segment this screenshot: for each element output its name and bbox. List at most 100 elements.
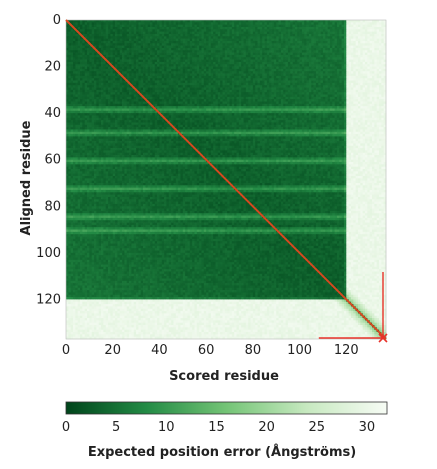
heatmap-cell <box>82 45 86 49</box>
heatmap-cell <box>297 75 300 79</box>
heatmap-cell <box>217 68 221 72</box>
heatmap-cell <box>364 82 368 86</box>
heatmap-cell <box>339 24 342 28</box>
heatmap-cell <box>91 22 95 26</box>
heatmap-cell <box>147 54 151 58</box>
heatmap-cell <box>196 71 200 74</box>
heatmap-cell <box>264 80 268 84</box>
heatmap-cell <box>182 64 186 67</box>
heatmap-cell <box>315 71 319 74</box>
heatmap-cell <box>210 103 214 107</box>
heatmap-cell <box>371 26 375 30</box>
heatmap-cell <box>327 66 331 70</box>
heatmap-cell <box>297 50 300 53</box>
heatmap-cell <box>299 40 303 44</box>
heatmap-cell <box>131 24 135 28</box>
heatmap-cell <box>126 94 130 98</box>
heatmap-cell <box>357 59 361 63</box>
heatmap-cell <box>255 29 258 32</box>
heatmap-cell <box>110 33 114 37</box>
heatmap-cell <box>110 22 114 26</box>
heatmap-cell <box>318 36 321 39</box>
heatmap-cell <box>283 24 286 28</box>
heatmap-cell <box>70 40 74 44</box>
heatmap-cell <box>266 85 270 88</box>
heatmap-cell <box>199 64 202 67</box>
heatmap-cell <box>185 38 188 42</box>
heatmap-cell <box>334 24 338 28</box>
heatmap-cell <box>173 57 177 60</box>
heatmap-cell <box>252 68 256 72</box>
heatmap-cell <box>222 78 226 81</box>
heatmap-cell <box>185 73 188 77</box>
heatmap-cell <box>304 78 307 81</box>
heatmap-cell <box>173 36 177 39</box>
heatmap-cell <box>248 68 251 72</box>
heatmap-cell <box>348 78 352 81</box>
heatmap-cell <box>243 26 247 30</box>
heatmap-cell <box>96 57 100 60</box>
heatmap-cell <box>68 26 72 30</box>
heatmap-cell <box>318 92 321 95</box>
heatmap-cell <box>283 89 286 93</box>
heatmap-cell <box>353 78 356 81</box>
heatmap-cell <box>189 36 193 39</box>
heatmap-cell <box>364 66 368 70</box>
heatmap-cell <box>311 61 314 65</box>
heatmap-cell <box>210 50 214 53</box>
heatmap-cell <box>157 82 160 86</box>
heatmap-cell <box>129 61 132 65</box>
heatmap-cell <box>259 101 263 105</box>
heatmap-cell <box>171 92 174 95</box>
heatmap-cell <box>154 64 158 67</box>
heatmap-cell <box>264 94 268 98</box>
heatmap-cell <box>150 52 153 56</box>
heatmap-cell <box>80 38 83 42</box>
heatmap-cell <box>308 99 312 102</box>
heatmap-cell <box>206 20 209 23</box>
heatmap-cell <box>189 75 193 79</box>
heatmap-cell <box>75 43 79 46</box>
heatmap-cell <box>280 75 284 79</box>
heatmap-cell <box>129 101 132 105</box>
heatmap-cell <box>112 31 116 35</box>
heatmap-cell <box>262 38 265 42</box>
heatmap-cell <box>189 54 193 58</box>
heatmap-cell <box>308 52 312 56</box>
heatmap-cell <box>290 89 293 93</box>
heatmap-cell <box>343 31 347 35</box>
heatmap-cell <box>276 89 279 93</box>
heatmap-cell <box>334 96 338 100</box>
heatmap-cell <box>77 71 81 74</box>
heatmap-cell <box>161 24 165 28</box>
heatmap-cell <box>112 61 116 65</box>
heatmap-cell <box>367 68 370 72</box>
heatmap-cell <box>227 40 230 44</box>
heatmap-cell <box>294 73 298 77</box>
heatmap-cell <box>222 20 226 23</box>
heatmap-cell <box>173 80 177 84</box>
heatmap-cell <box>180 82 184 86</box>
heatmap-cell <box>94 26 97 30</box>
heatmap-cell <box>126 26 130 30</box>
heatmap-cell <box>292 22 296 26</box>
heatmap-cell <box>117 36 121 39</box>
heatmap-cell <box>381 66 385 70</box>
heatmap-cell <box>119 94 123 98</box>
heatmap-cell <box>115 31 118 35</box>
heatmap-cell <box>378 73 382 77</box>
heatmap-cell <box>203 68 207 72</box>
heatmap-cell <box>371 33 375 37</box>
heatmap-cell <box>133 31 137 35</box>
heatmap-cell <box>287 94 291 98</box>
heatmap-cell <box>273 71 277 74</box>
heatmap-cell <box>89 99 93 102</box>
heatmap-cell <box>360 82 363 86</box>
heatmap-cell <box>122 36 125 39</box>
heatmap-cell <box>180 75 184 79</box>
heatmap-cell <box>264 82 268 86</box>
heatmap-cell <box>332 61 335 65</box>
heatmap-cell <box>273 47 277 51</box>
heatmap-cell <box>367 96 370 100</box>
heatmap-cell <box>154 54 158 58</box>
